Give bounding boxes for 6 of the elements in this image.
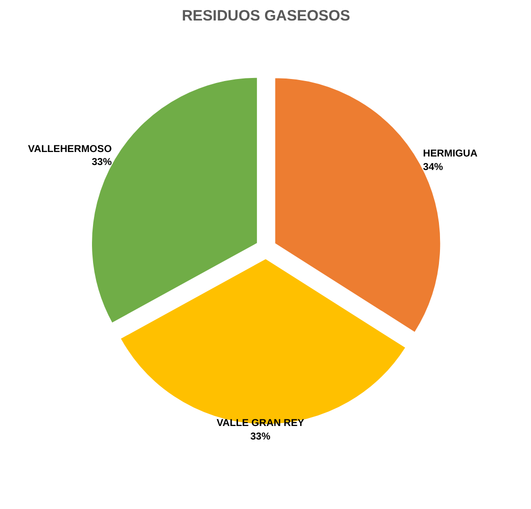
slice-label: VALLEHERMOSO — [28, 144, 112, 155]
slice-label: HERMIGUA — [423, 148, 478, 160]
data-label: 34% — [423, 162, 444, 173]
data-label: 33% — [250, 431, 270, 442]
data-label: 33% — [92, 156, 112, 168]
chart-title: RESIDUOS GASEOSOS — [182, 8, 350, 24]
